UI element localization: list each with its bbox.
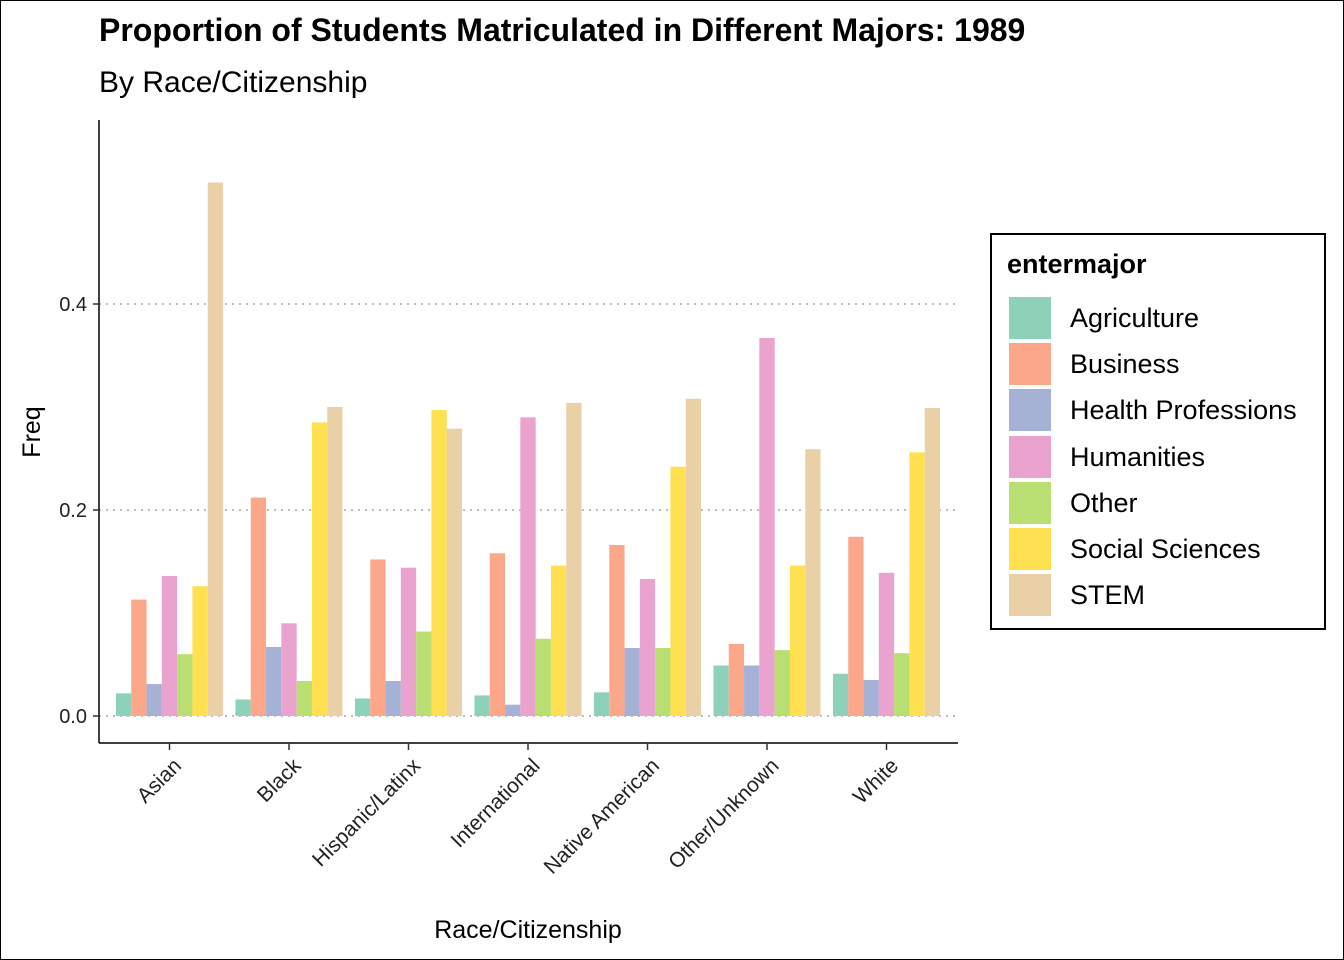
legend-item-business: Business [1009,343,1324,387]
bar-humanities-white [878,572,895,716]
legend-label: Business [1070,349,1180,380]
x-tick-label-6: White [849,754,903,808]
legend-swatch [1009,435,1051,478]
legend-label: Health Professions [1070,395,1297,426]
legend-item-agriculture: Agriculture [1009,297,1324,341]
bar-health-professions-hispanic-latinx [385,680,401,716]
bar-social-sciences-hispanic-latinx [431,410,447,716]
x-tick-label-2: Hispanic/Latinx [308,754,425,871]
bar-agriculture-international [474,695,490,716]
x-tick-label-0: Asian [133,754,186,807]
bar-social-sciences-native-american [670,466,686,716]
bar-humanities-hispanic-latinx [400,567,417,716]
bars [115,182,941,716]
bar-social-sciences-other-unknown [789,565,806,716]
bar-business-other-unknown [728,643,745,716]
legend-swatch [1009,481,1051,524]
bar-agriculture-asian [115,693,132,716]
bar-other-white [894,653,910,716]
legend-item-health-professions: Health Professions [1009,389,1324,433]
bar-other-other-unknown [774,650,790,716]
bar-other-international [535,638,551,716]
bar-humanities-black [281,623,297,716]
legend-item-other: Other [1009,481,1324,526]
bar-stem-native-american [685,398,702,716]
bar-agriculture-black [235,699,251,716]
legend-swatch [1009,389,1051,432]
bar-business-black [250,497,267,716]
x-tick-label-4: Native American [540,754,664,878]
legend-label: STEM [1070,580,1146,611]
bar-other-native-american [655,648,671,716]
legend-swatch [1009,574,1051,617]
legend-label: Agriculture [1070,303,1200,333]
bar-social-sciences-asian [192,586,208,716]
legend-swatch [1009,528,1051,570]
bar-other-asian [177,654,193,716]
bar-health-professions-black [266,646,282,716]
bar-social-sciences-black [311,422,328,716]
legend: entermajor Agriculture Business Health Pro… [990,233,1326,630]
bar-stem-asian [207,182,224,716]
bar-agriculture-other-unknown [713,665,729,716]
legend-label: Other [1070,487,1138,518]
bar-other-black [296,680,312,716]
bar-agriculture-native-american [593,692,610,716]
bar-health-professions-other-unknown [744,665,760,716]
bar-stem-international [566,402,582,716]
bar-stem-hispanic-latinx [446,428,463,716]
x-ticks: Asian Black Hispanic/Latinx InternationalNa… [133,743,903,879]
bar-humanities-native-american [639,579,656,716]
chart-title: Proportion of Students Matriculated in D… [99,12,1026,48]
legend-item-humanities: Humanities [1009,435,1324,480]
bar-agriculture-white [832,673,849,716]
bar-humanities-international [520,417,536,716]
bar-social-sciences-white [909,452,925,716]
x-tick-label-3: International [447,754,545,852]
legend-swatch [1009,297,1051,339]
y-tick-label-1: 0.2 [59,500,87,522]
bar-agriculture-hispanic-latinx [354,698,371,716]
bar-business-hispanic-latinx [370,559,386,716]
chart-subtitle: By Race/Citizenship [99,66,368,99]
bar-humanities-other-unknown [759,337,775,716]
bar-stem-black [327,407,343,716]
y-ticks: 0.0 0.2 0.4 [59,294,99,728]
legend-label: Social Sciences [1070,534,1261,564]
bar-business-international [489,553,506,716]
bar-stem-white [924,408,941,716]
y-axis-label: Freq [18,406,46,457]
legend-item-social-sciences: Social Sciences [1009,528,1324,572]
bar-health-professions-white [863,679,879,716]
x-tick-label-1: Black [253,754,306,807]
bar-health-professions-international [505,704,521,716]
x-axis-label: Race/Citizenship [434,916,622,944]
bar-business-white [848,536,864,716]
legend-title: entermajor [1007,249,1147,279]
y-tick-label-0: 0.0 [59,706,87,728]
legend-swatch [1009,343,1051,386]
bar-social-sciences-international [550,565,567,716]
bar-health-professions-asian [146,684,162,716]
y-tick-label-2: 0.4 [59,294,87,316]
bar-humanities-asian [161,575,178,716]
bar-health-professions-native-american [624,648,640,716]
bar-business-asian [131,599,147,716]
legend-label: Humanities [1070,441,1206,472]
x-tick-label-5: Other/Unknown [664,754,783,873]
bar-business-native-american [609,545,625,716]
bar-stem-other-unknown [805,449,821,716]
legend-item-stem: STEM [1009,574,1324,618]
bar-other-hispanic-latinx [416,631,432,716]
